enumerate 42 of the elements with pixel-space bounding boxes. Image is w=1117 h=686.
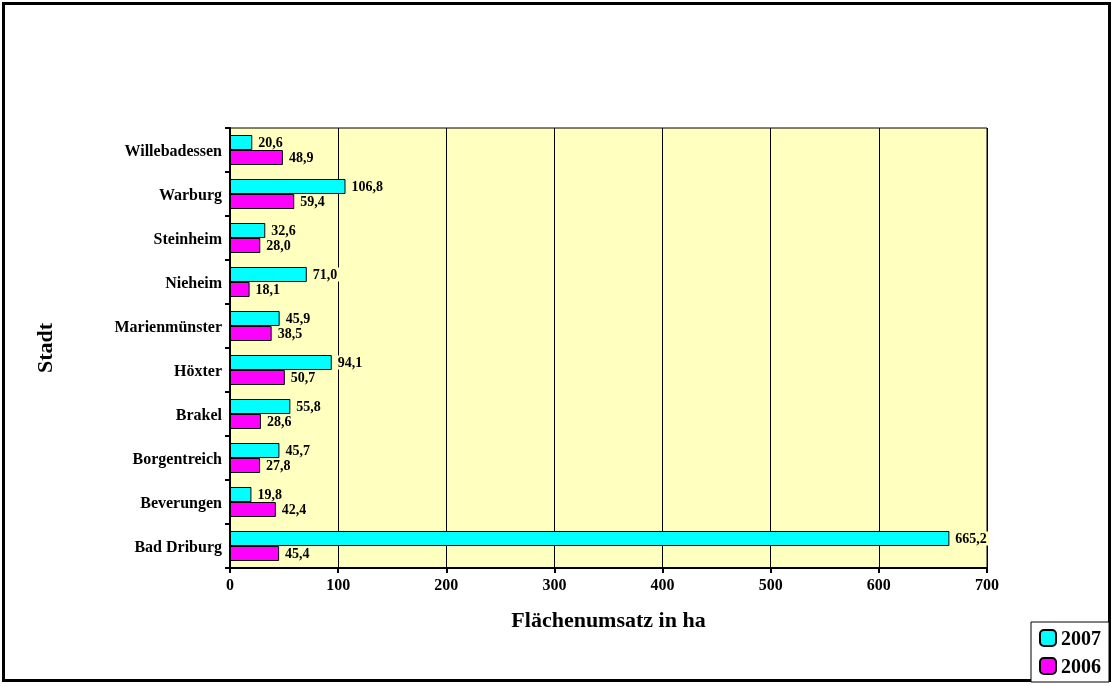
- y-tick-label: Warburg: [158, 185, 222, 204]
- y-tick-label: Marienmünster: [114, 317, 222, 335]
- x-tick-label: 0: [226, 575, 234, 593]
- y-axis-title: Stadt: [31, 322, 57, 374]
- data-label: 106,8: [351, 179, 383, 194]
- y-tick-label: Bad Driburg: [134, 537, 222, 556]
- data-label: 28,6: [266, 414, 292, 429]
- data-label: 59,4: [300, 194, 325, 209]
- data-label: 18,1: [255, 282, 281, 297]
- data-label: 48,9: [288, 150, 314, 165]
- y-tick-label: Höxter: [174, 361, 222, 379]
- y-tick-label: Borgentreich: [132, 449, 223, 468]
- x-tick-label: 400: [650, 575, 675, 593]
- y-tick-label: Steinheim: [153, 229, 223, 247]
- x-tick-label: 300: [542, 575, 567, 593]
- x-tick-label: 200: [434, 575, 459, 593]
- x-tick-label: 500: [758, 575, 783, 593]
- data-label: 50,7: [290, 370, 316, 385]
- data-label: 42,4: [281, 502, 307, 517]
- y-tick-label: Nieheim: [165, 273, 223, 291]
- legend-label: 2007: [1061, 627, 1101, 649]
- data-label: 38,5: [277, 326, 303, 341]
- x-axis-title: Flächenumsatz in ha: [511, 606, 706, 632]
- y-tick-label: Brakel: [175, 405, 223, 423]
- x-tick-label: 100: [326, 575, 351, 593]
- x-tick-label: 600: [866, 575, 891, 593]
- data-label: 55,8: [296, 399, 321, 414]
- y-tick-label: Willebadessen: [124, 141, 223, 159]
- data-label: 19,8: [257, 487, 282, 502]
- data-label: 27,8: [266, 458, 291, 473]
- x-tick-label: 700: [975, 575, 999, 593]
- data-label: 45,7: [285, 443, 310, 458]
- data-label: 28,0: [266, 238, 291, 253]
- data-label: 45,9: [285, 311, 311, 326]
- legend-label: 2006: [1061, 655, 1101, 677]
- data-label: 94,1: [337, 355, 363, 370]
- data-label: 45,4: [285, 546, 310, 561]
- data-label: 32,6: [271, 223, 296, 238]
- y-tick-label: Beverungen: [140, 493, 223, 512]
- data-label: 665,2: [955, 531, 987, 546]
- data-label: 71,0: [312, 267, 338, 282]
- data-label: 20,6: [258, 135, 283, 150]
